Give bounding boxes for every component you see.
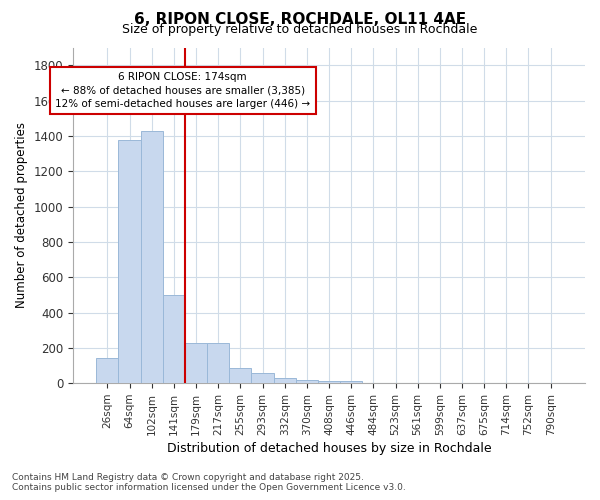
Bar (296, 380, 318, 383)
Bar (229, 368, 251, 383)
Bar (140, 130, 163, 383)
Bar (185, 344, 207, 383)
Bar (163, 295, 185, 383)
Text: 6, RIPON CLOSE, ROCHDALE, OL11 4AE: 6, RIPON CLOSE, ROCHDALE, OL11 4AE (134, 12, 466, 28)
Bar (207, 344, 229, 383)
Text: Size of property relative to detached houses in Rochdale: Size of property relative to detached ho… (122, 24, 478, 36)
Bar (118, 140, 140, 383)
Text: Contains HM Land Registry data © Crown copyright and database right 2025.
Contai: Contains HM Land Registry data © Crown c… (12, 473, 406, 492)
Y-axis label: Number of detached properties: Number of detached properties (15, 122, 28, 308)
Bar (251, 374, 274, 383)
Text: 6 RIPON CLOSE: 174sqm
← 88% of detached houses are smaller (3,385)
12% of semi-d: 6 RIPON CLOSE: 174sqm ← 88% of detached … (55, 72, 310, 108)
X-axis label: Distribution of detached houses by size in Rochdale: Distribution of detached houses by size … (167, 442, 491, 455)
Bar (96, 358, 118, 383)
Bar (318, 380, 340, 383)
Bar (274, 378, 296, 383)
Bar (340, 380, 362, 383)
